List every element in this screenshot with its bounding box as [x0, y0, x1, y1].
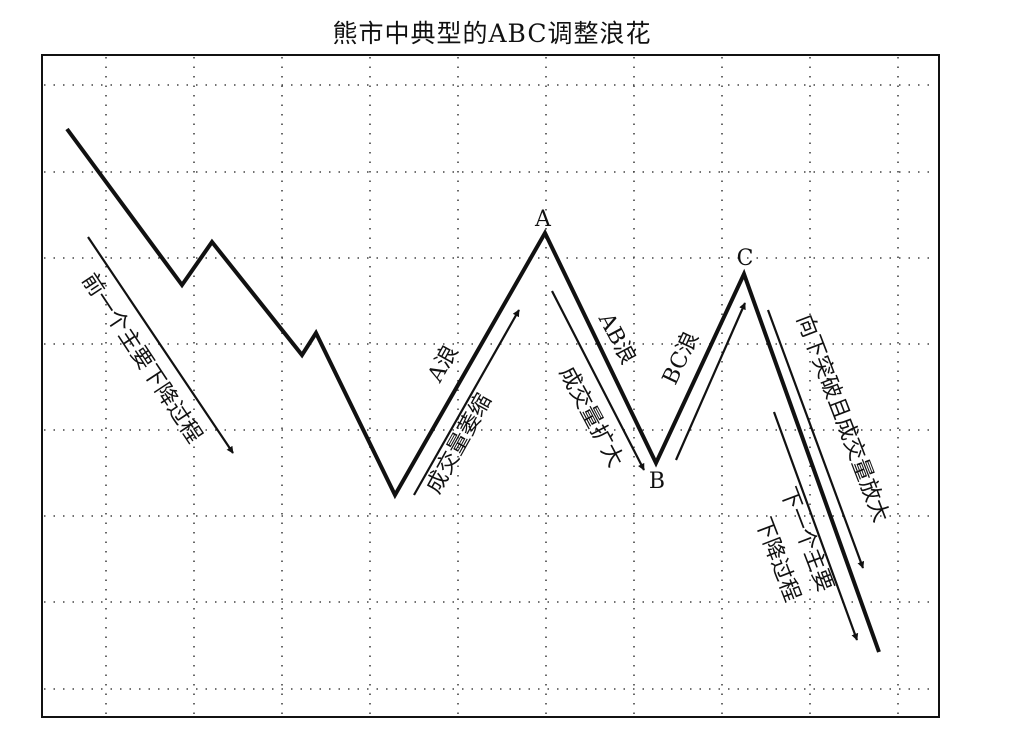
volume-shrink-label: 成交量萎缩 [422, 390, 497, 498]
ab-wave-arrow [551, 290, 645, 471]
price-wave-line [65, 127, 881, 653]
ab-wave-label: AB浪 [593, 308, 641, 368]
point-label-c: C [737, 246, 754, 271]
bc-wave-label: BC浪 [658, 328, 704, 389]
bc-wave-arrow [674, 302, 747, 461]
next-decline-arrow [772, 411, 859, 641]
chart-frame [41, 54, 940, 718]
prev-decline-arrow [87, 236, 234, 454]
grid-lines [44, 57, 937, 715]
breakdown-arrow [766, 309, 865, 569]
point-label-a: A [534, 207, 552, 232]
a-wave-arrow [413, 309, 520, 496]
prev-decline-label: 前一个主要下降过程 [76, 269, 206, 448]
point-label-b: B [649, 469, 665, 494]
diagram-title: 熊市中典型的ABC调整浪花 [332, 19, 652, 48]
